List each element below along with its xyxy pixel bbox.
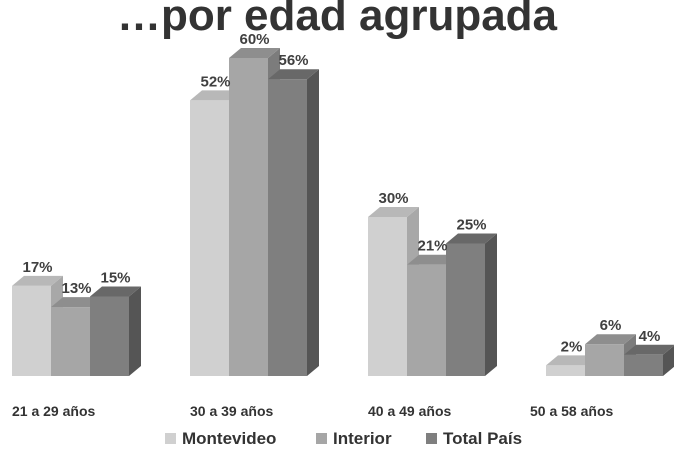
value-label-total-pa-s-1: 15% [100, 270, 130, 287]
legend-item-montevideo: Montevideo [165, 429, 276, 448]
legend-label: Interior [333, 429, 392, 448]
bar-side [485, 233, 497, 376]
bar-top [407, 254, 458, 265]
bar-side [129, 286, 141, 376]
value-labels: 17% 13% 15% 52% 60% 56% 30% 21% 25% 2% 6% 4% [22, 31, 660, 355]
bar-front [368, 217, 407, 376]
value-label-total-pa-s-4: 4% [639, 328, 661, 345]
bar-top [368, 207, 419, 217]
category-label-1: 21 a 29 años [12, 403, 95, 419]
bar-top [585, 334, 636, 345]
bar-front [546, 365, 585, 376]
bar-top [229, 48, 280, 58]
category-label-2: 30 a 39 años [190, 403, 273, 419]
legend-label: Montevideo [182, 429, 276, 448]
bar-top [90, 286, 141, 297]
value-label-interior-3: 21% [417, 238, 447, 255]
bar-front [51, 307, 90, 376]
bar-top [12, 275, 63, 286]
legend-swatch [316, 433, 327, 444]
bar-front [585, 344, 624, 376]
value-label-interior-2: 60% [239, 31, 269, 48]
bar-total-pa-s-1 [90, 286, 141, 376]
chart-title: …por edad agrupada [117, 0, 558, 40]
bar-front [12, 285, 51, 376]
category-axis: 21 a 29 años 30 a 39 años 40 a 49 años 50 a… [12, 403, 613, 419]
value-label-interior-1: 13% [61, 280, 91, 297]
bar-front [446, 243, 485, 376]
category-label-3: 40 a 49 años [368, 403, 451, 419]
bar-front [190, 100, 229, 377]
bar-total-pa-s-4 [624, 344, 674, 376]
legend-label: Total País [443, 429, 522, 448]
value-label-total-pa-s-2: 56% [278, 52, 308, 69]
legend-item-interior: Interior [316, 429, 392, 448]
bar-total-pa-s-3 [446, 233, 497, 376]
bar-top [446, 233, 497, 244]
bar-front [268, 79, 307, 376]
legend-item-total-pa-s: Total País [426, 429, 522, 448]
category-label-4: 50 a 58 años [530, 403, 613, 419]
bar-top [190, 90, 241, 101]
value-label-interior-4: 6% [600, 317, 622, 334]
bar-top [624, 344, 674, 355]
bar-front [90, 296, 129, 376]
bar-front [407, 264, 446, 376]
value-label-total-pa-s-3: 25% [456, 217, 486, 234]
bar-side [663, 345, 674, 376]
bar-front [624, 354, 663, 376]
legend-swatch [426, 433, 437, 444]
bar-side [307, 69, 319, 376]
legend: Montevideo Interior Total País [165, 429, 522, 448]
bar-top [51, 297, 102, 308]
value-label-montevideo-3: 30% [378, 190, 408, 207]
value-label-montevideo-1: 17% [22, 259, 52, 276]
bars [12, 48, 674, 377]
bar-top [268, 69, 319, 80]
bar-total-pa-s-2 [268, 69, 319, 376]
legend-swatch [165, 433, 176, 444]
value-label-montevideo-2: 52% [200, 73, 230, 90]
value-label-montevideo-4: 2% [561, 338, 583, 355]
bar-top [546, 355, 597, 366]
bar-front [229, 58, 268, 376]
